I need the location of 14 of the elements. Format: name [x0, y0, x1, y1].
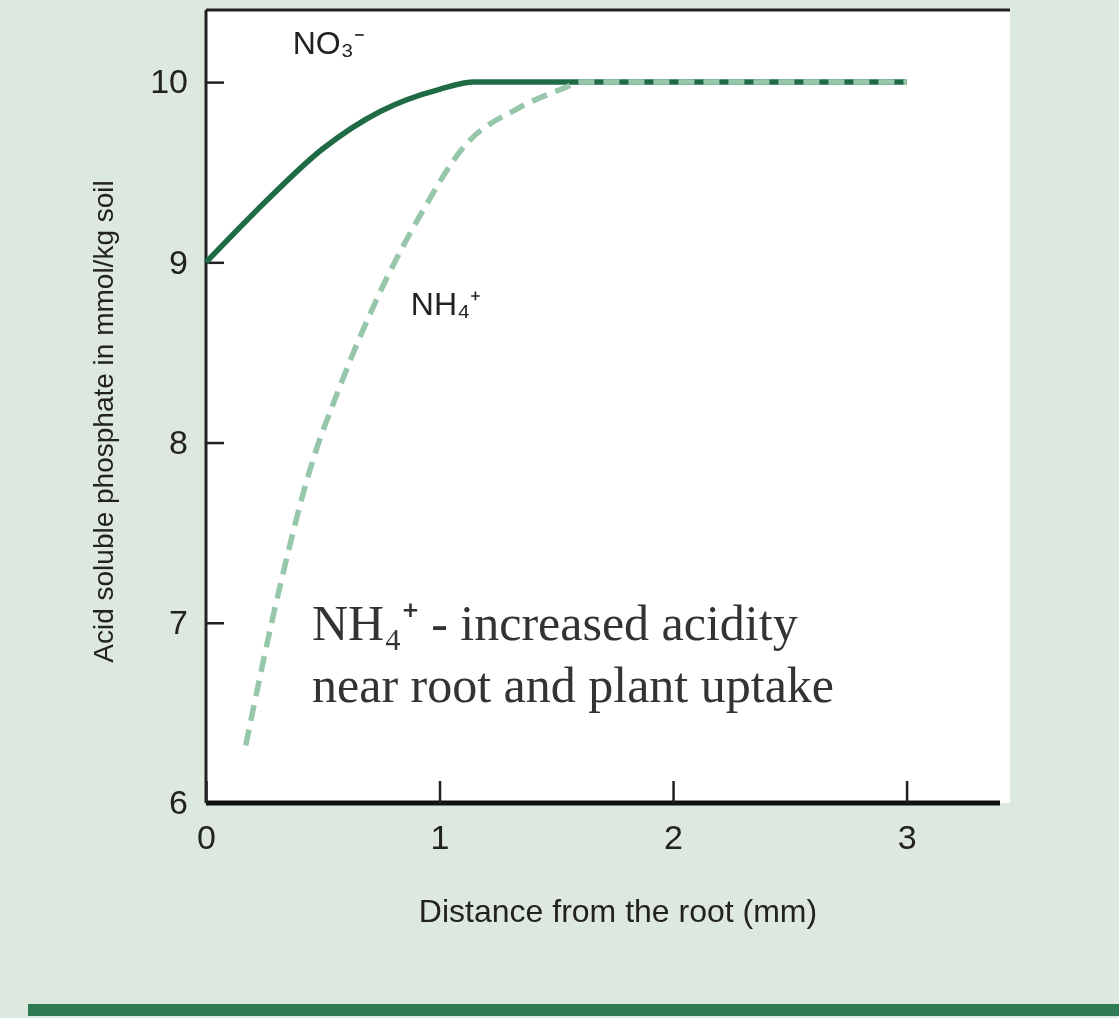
x-tick-label: 1 [430, 818, 450, 857]
series-label: NO₃⁻ [292, 24, 365, 61]
y-tick-label: 10 [150, 62, 188, 101]
y-tick-label: 8 [169, 422, 188, 461]
x-tick-label: 3 [897, 818, 917, 857]
series-label: NH₄⁺ [410, 285, 482, 322]
y-tick-label: 6 [169, 783, 188, 822]
y-tick-label: 9 [169, 242, 188, 281]
x-tick-label: 0 [197, 818, 216, 857]
x-tick-label: 2 [664, 818, 684, 857]
x-axis-title: Distance from the root (mm) [418, 893, 818, 929]
y-tick-label: 7 [169, 603, 188, 642]
annotation: NH₄⁺ - increased acidity near root and plant uptake [312, 595, 835, 713]
y-axis-title: Acid soluble phosphate in mmol/kg soil [88, 180, 119, 663]
